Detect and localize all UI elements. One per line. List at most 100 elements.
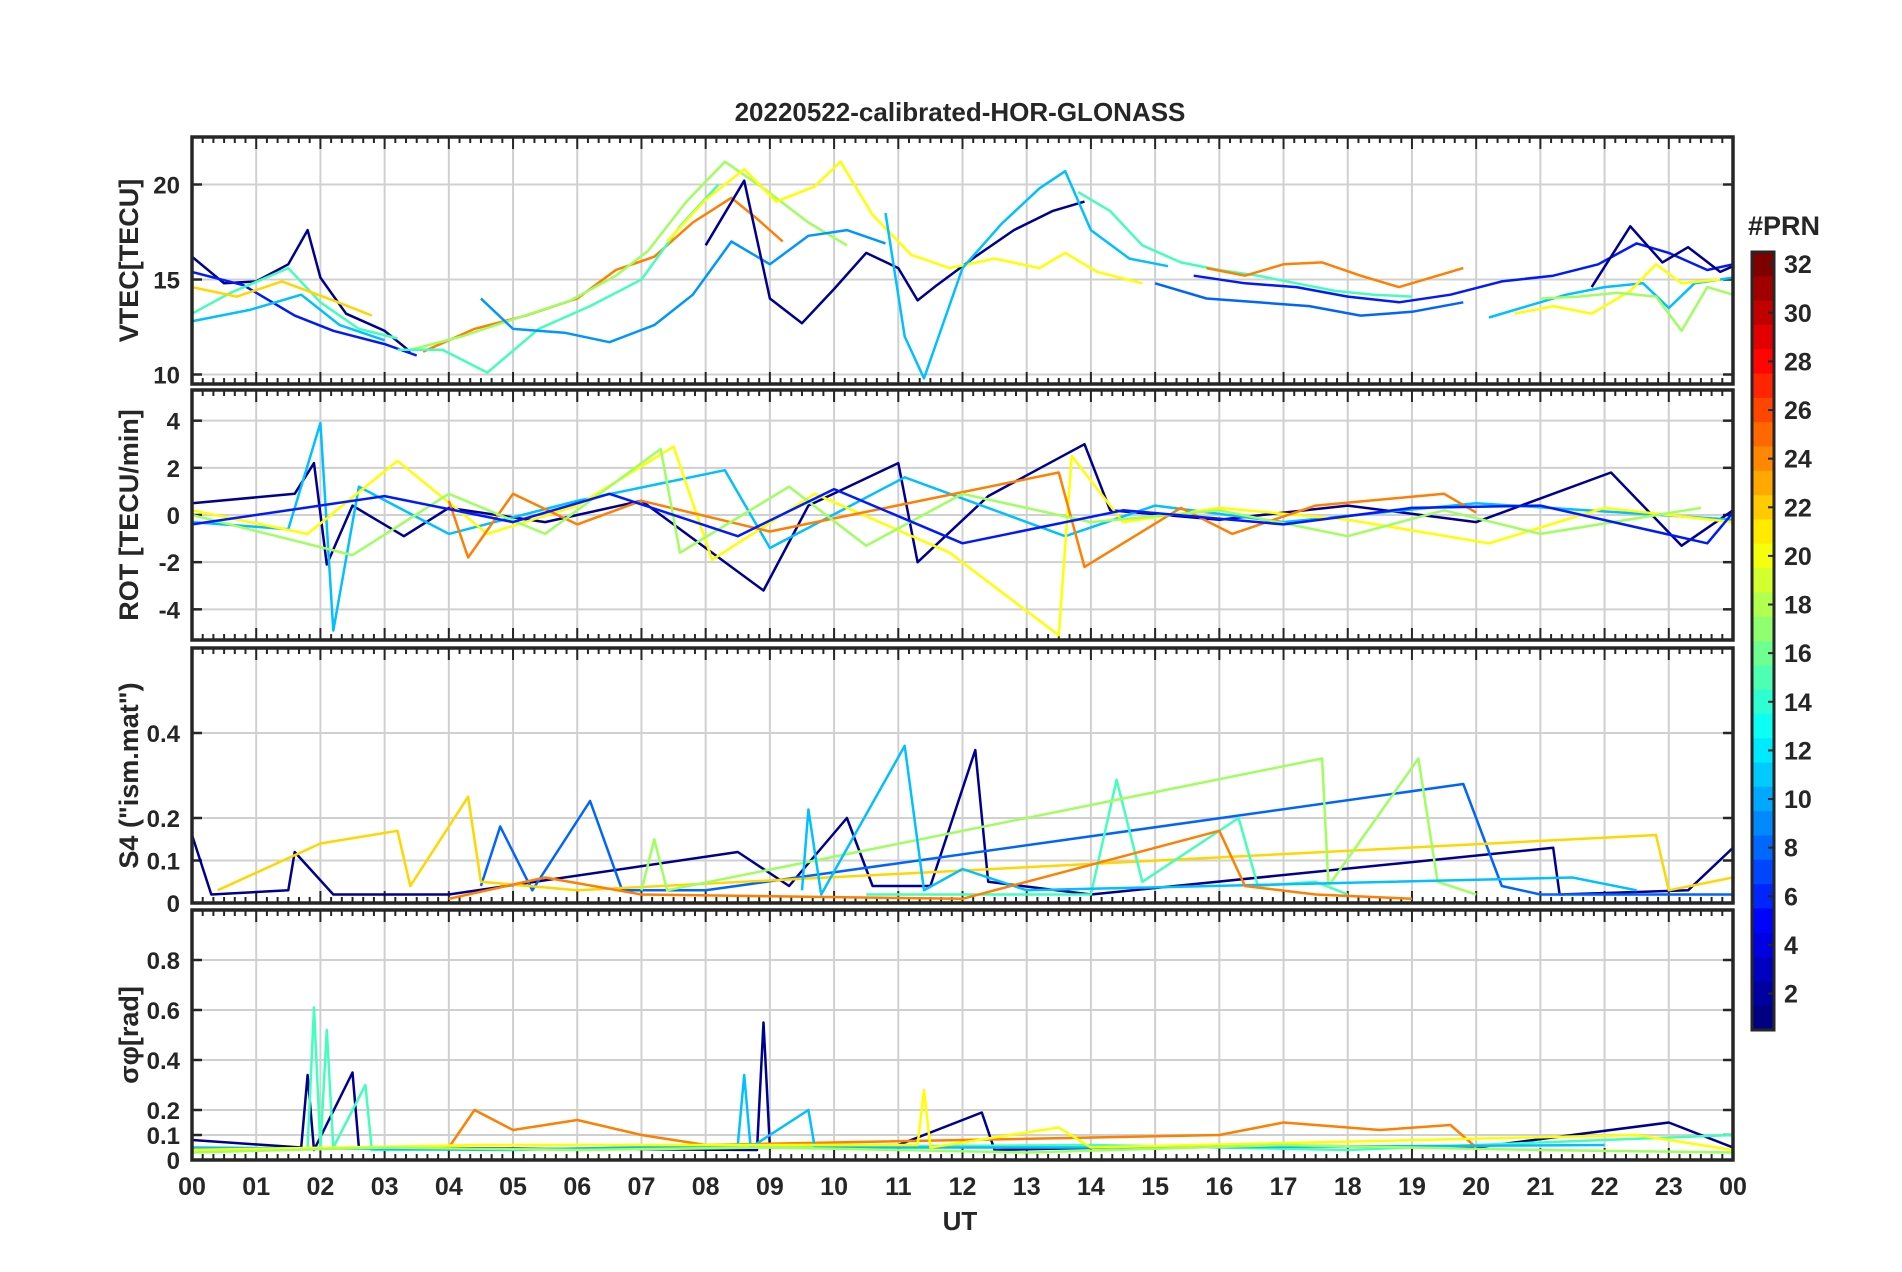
colorbar-segment	[1752, 1005, 1774, 1031]
colorbar-segment	[1752, 665, 1774, 691]
series-group	[192, 160, 1733, 380]
x-axis-label: UT	[943, 1206, 978, 1236]
colorbar-segment	[1752, 811, 1774, 836]
x-tick-label: 22	[1591, 1173, 1619, 1201]
series-line-4	[192, 280, 373, 317]
series-group	[192, 421, 1733, 637]
y-tick-label: 0.1	[147, 849, 180, 876]
y-tick-label: 0.1	[147, 1123, 180, 1150]
series-line-6	[422, 196, 784, 353]
colorbar-tick-label: 18	[1784, 592, 1812, 620]
x-tick-label: 00	[1719, 1173, 1747, 1201]
y-tick-label: 0.8	[147, 948, 180, 975]
colorbar-tick-label: 10	[1784, 786, 1812, 814]
colorbar-segment	[1752, 300, 1774, 326]
colorbar-tick-label: 22	[1784, 494, 1812, 522]
y-tick-label: 0.2	[147, 1098, 180, 1125]
y-tick-label: -2	[159, 550, 180, 577]
colorbar-segment	[1752, 568, 1774, 593]
panel-1: 10 15 20 VTEC[TECU]	[114, 135, 1735, 390]
x-tick-label: 12	[949, 1173, 977, 1201]
colorbar-tick-label: 14	[1784, 689, 1812, 717]
series-line-5	[640, 757, 1477, 896]
series-line-2	[479, 782, 1733, 896]
series-line-4	[866, 778, 1349, 896]
colorbar-tick-label: 26	[1784, 397, 1812, 425]
y-tick-label: -4	[159, 597, 181, 624]
colorbar-segment	[1752, 324, 1774, 350]
colorbar-tick-label: 24	[1784, 446, 1812, 474]
y-axis-label: S4 ("ism.mat")	[114, 682, 144, 868]
series-line-2	[192, 421, 1733, 632]
colorbar-segment	[1752, 641, 1774, 666]
colorbar-segment	[1752, 422, 1774, 447]
series-line-3	[217, 795, 1733, 892]
series-line-9	[480, 228, 886, 344]
series-line-18	[1514, 263, 1721, 315]
colorbar-segment	[1752, 762, 1774, 788]
x-tick-label: 17	[1270, 1173, 1298, 1201]
colorbar-segment	[1752, 932, 1774, 958]
figure-title: 20220522-calibrated-HOR-GLONASS	[735, 97, 1186, 127]
colorbar-segment	[1752, 349, 1774, 375]
axes-box	[190, 135, 1735, 386]
y-tick-label: 0	[167, 503, 180, 530]
panel-3: 0 0.1 0.2 0.4S4 ("ism.mat")	[114, 646, 1735, 918]
colorbar-tick-label: 6	[1784, 883, 1798, 911]
series-line-19	[1540, 285, 1733, 333]
colorbar-tick-label: 2	[1784, 981, 1798, 1009]
y-tick-label: 0.4	[147, 1048, 181, 1075]
colorbar-segment	[1752, 859, 1774, 885]
y-tick-label: 0.4	[147, 721, 181, 748]
x-tick-label: 11	[885, 1173, 912, 1201]
colorbar-tick-label: 8	[1784, 835, 1798, 863]
series-line-13	[1077, 191, 1413, 298]
x-tick-label: 06	[563, 1173, 591, 1201]
y-tick-label: 0.2	[147, 806, 180, 833]
series-group	[192, 744, 1733, 901]
y-tick-label: 20	[153, 173, 180, 200]
axes-box	[190, 908, 1735, 1162]
y-axis-label: σφ[rad]	[114, 986, 144, 1084]
x-tick-label: 01	[242, 1173, 270, 1201]
series-line-12	[884, 169, 1169, 380]
x-tick-label: 03	[371, 1173, 399, 1201]
colorbar-segment	[1752, 543, 1774, 569]
axes-box	[190, 646, 1735, 905]
series-line-17	[1488, 276, 1733, 319]
series-line-6	[192, 487, 1733, 545]
colorbar-segment	[1752, 616, 1774, 642]
colorbar-segment	[1752, 689, 1774, 715]
x-tick-label: 13	[1013, 1173, 1041, 1201]
x-tick-label: 07	[628, 1173, 656, 1201]
x-tick-label: 04	[435, 1173, 463, 1201]
colorbar-segment	[1752, 957, 1774, 982]
colorbar-segment	[1752, 252, 1774, 277]
colorbar-segment	[1752, 786, 1774, 812]
y-tick-label: 4	[167, 409, 181, 436]
colorbar-tick-label: 4	[1784, 932, 1798, 960]
colorbar-segment	[1752, 276, 1774, 302]
colorbar-tick-label: 20	[1784, 543, 1812, 571]
colorbar-segment	[1752, 908, 1774, 934]
colorbar-segment	[1752, 397, 1774, 423]
x-tick-label: 20	[1462, 1173, 1490, 1201]
y-axis-label: ROT [TECU/min]	[114, 409, 144, 620]
panel-4: 00.10.2 0.4 0.6 0.8σφ[rad]	[114, 908, 1735, 1175]
series-group	[192, 1006, 1733, 1154]
colorbar-segment	[1752, 495, 1774, 520]
x-tick-label: 00	[178, 1173, 206, 1201]
series-line-6	[192, 1143, 1733, 1154]
colorbar-tick-label: 30	[1784, 300, 1812, 328]
colorbar-segment	[1752, 446, 1774, 472]
x-tick-label: 16	[1205, 1173, 1233, 1201]
series-line-14	[1206, 261, 1464, 289]
series-line-2	[192, 270, 418, 357]
colorbar-segment	[1752, 835, 1774, 861]
x-tick-label: 02	[307, 1173, 335, 1201]
x-tick-labels: 00 01 02 03 04 05 06 07 08 09 10 11 12 13 14 15 16 17 18 19…	[178, 1173, 1747, 1201]
colorbar-segment	[1752, 519, 1774, 545]
y-axis-label: VTEC[TECU]	[114, 179, 144, 343]
